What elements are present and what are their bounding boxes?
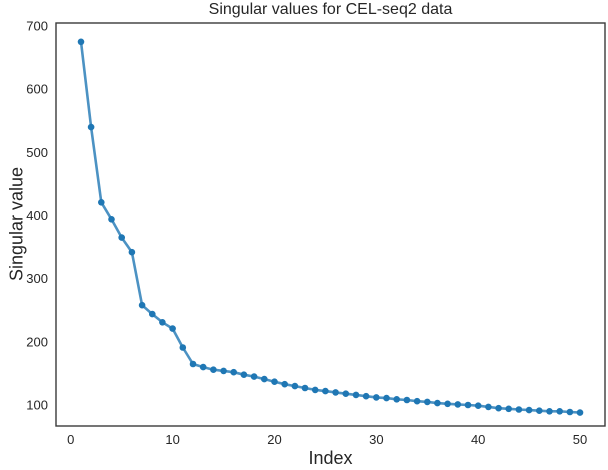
data-point — [250, 373, 258, 380]
data-point — [434, 399, 441, 407]
data-point — [240, 371, 248, 379]
data-point — [362, 392, 370, 400]
data-point — [159, 319, 166, 326]
data-point — [525, 406, 533, 414]
data-point — [454, 401, 462, 408]
data-point — [118, 234, 125, 241]
data-point — [393, 396, 401, 403]
data-point — [210, 366, 217, 374]
y-tick-label: 700 — [26, 19, 48, 34]
x-tick-label: 50 — [573, 432, 587, 447]
data-point — [576, 409, 584, 416]
y-tick-label: 600 — [26, 82, 48, 97]
data-point — [424, 398, 431, 406]
data-point — [464, 401, 472, 409]
data-point — [98, 199, 105, 206]
data-point — [87, 123, 95, 131]
y-tick-label: 500 — [26, 145, 48, 160]
data-point — [261, 375, 268, 383]
data-point — [546, 408, 553, 415]
y-tick-label: 200 — [26, 334, 48, 349]
data-point — [311, 386, 319, 394]
data-point — [169, 325, 176, 332]
data-point — [230, 368, 237, 376]
y-tick-label: 400 — [26, 208, 48, 223]
data-point — [291, 382, 299, 390]
plot-border — [55, 22, 606, 427]
data-point — [149, 310, 156, 318]
x-axis-label: Index — [308, 448, 353, 468]
data-point — [271, 378, 278, 386]
data-point — [199, 363, 207, 371]
data-point — [566, 408, 574, 416]
data-point — [505, 405, 512, 413]
data-point — [383, 394, 390, 402]
data-point — [403, 396, 411, 404]
data-point — [536, 407, 543, 415]
data-point — [556, 408, 563, 415]
data-point — [373, 394, 380, 401]
data-point — [485, 403, 492, 411]
x-tick-label: 40 — [471, 432, 485, 447]
data-point — [281, 380, 289, 388]
data-point — [515, 406, 523, 413]
data-point — [301, 384, 309, 392]
y-axis-label: Singular value — [6, 166, 27, 282]
data-point — [444, 400, 451, 408]
data-point — [138, 301, 146, 309]
data-point — [108, 216, 115, 223]
data-point — [413, 397, 421, 405]
data-point — [495, 404, 502, 412]
data-point — [179, 344, 187, 351]
data-point — [342, 390, 350, 398]
y-tick-label: 300 — [26, 271, 48, 286]
data-point — [77, 38, 85, 46]
x-tick-label: 0 — [67, 432, 74, 447]
x-tick-label: 10 — [165, 432, 179, 447]
data-point — [128, 248, 136, 256]
data-point — [322, 387, 329, 395]
data-point — [189, 360, 197, 368]
data-point — [332, 389, 339, 396]
data-point — [220, 367, 227, 375]
data-point — [352, 391, 360, 399]
y-tick-label: 100 — [26, 398, 48, 413]
plot-title: Singular values for CEL-seq2 data — [208, 1, 453, 18]
x-tick-label: 20 — [267, 432, 281, 447]
data-point — [474, 402, 482, 410]
x-tick-label: 30 — [369, 432, 383, 447]
